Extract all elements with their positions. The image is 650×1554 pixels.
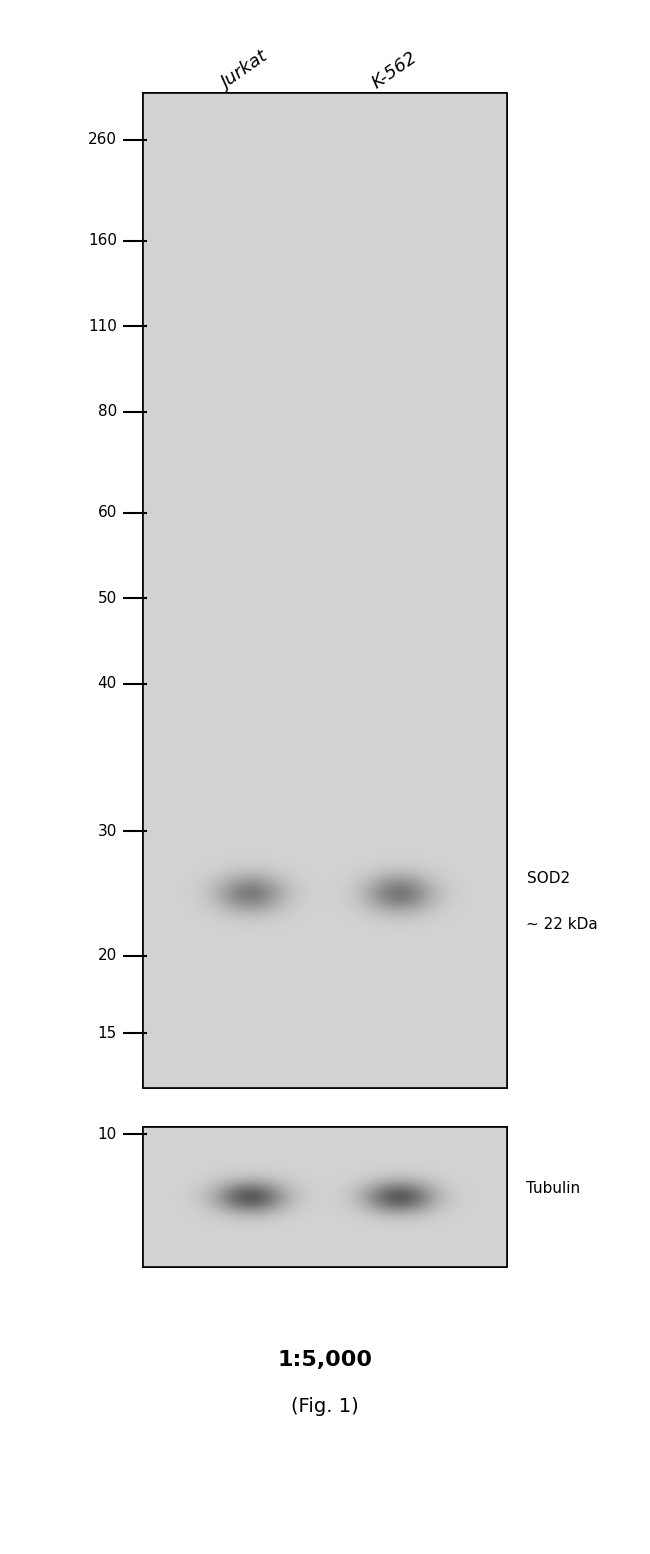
Text: ~ 22 kDa: ~ 22 kDa (526, 917, 598, 932)
Text: 80: 80 (98, 404, 117, 420)
Text: 20: 20 (98, 948, 117, 963)
Text: 160: 160 (88, 233, 117, 249)
Text: Jurkat: Jurkat (218, 48, 272, 93)
Text: 260: 260 (88, 132, 117, 148)
Text: Tubulin: Tubulin (526, 1181, 580, 1197)
Text: 60: 60 (98, 505, 117, 521)
Bar (143, 1127, 507, 1267)
Text: 15: 15 (98, 1026, 117, 1041)
Text: (Fig. 1): (Fig. 1) (291, 1397, 359, 1416)
Text: 1:5,000: 1:5,000 (278, 1350, 372, 1369)
Bar (143, 1127, 507, 1267)
Text: 10: 10 (98, 1127, 117, 1142)
Text: 30: 30 (98, 824, 117, 839)
Bar (143, 93, 507, 1088)
Text: 50: 50 (98, 591, 117, 606)
Bar (143, 93, 507, 1088)
Text: K-562: K-562 (369, 48, 421, 92)
Text: 40: 40 (98, 676, 117, 692)
Text: SOD2: SOD2 (526, 870, 569, 886)
Text: 110: 110 (88, 319, 117, 334)
